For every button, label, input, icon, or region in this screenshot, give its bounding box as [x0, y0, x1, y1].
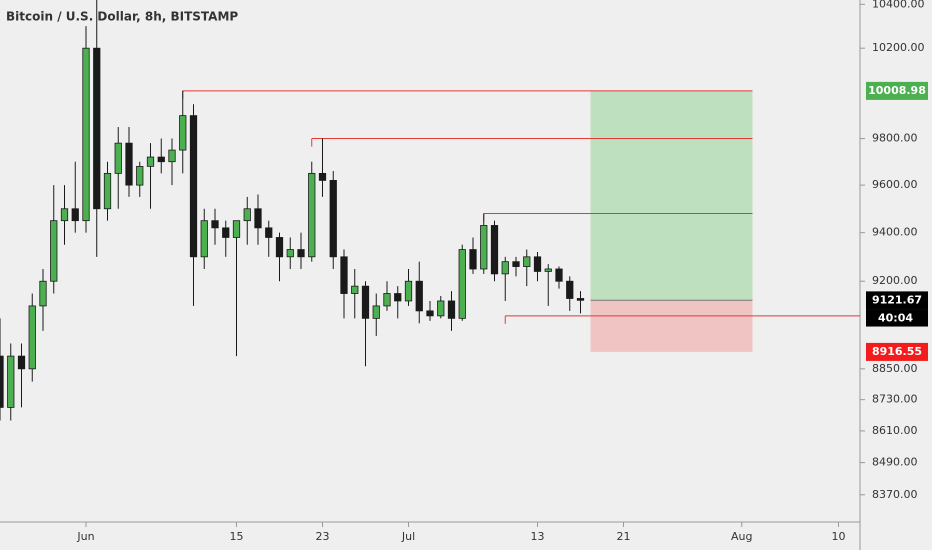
candle-body	[265, 227, 273, 238]
candle-body	[512, 261, 520, 267]
candle-body	[415, 280, 423, 312]
x-tick-label: 15	[230, 530, 244, 543]
candle-body	[566, 280, 574, 299]
candle-body	[0, 355, 4, 408]
y-tick-label: 9400.00	[872, 226, 918, 239]
candle-body	[157, 156, 165, 163]
target-zone	[590, 90, 753, 301]
candle-body	[372, 305, 380, 319]
y-tick-label: 8730.00	[872, 393, 918, 406]
candle-body	[243, 208, 251, 222]
candle-body	[480, 225, 488, 270]
candle-body	[222, 227, 230, 238]
x-tick-label: Jul	[401, 530, 415, 543]
candle-body	[308, 172, 316, 258]
candle-body	[361, 285, 370, 319]
candle-body	[50, 220, 58, 282]
stop-zone	[590, 300, 753, 352]
price-label: 10008.98	[868, 84, 926, 97]
price-label: 8916.55	[872, 345, 922, 358]
candle-body	[60, 208, 69, 222]
price-label-box	[866, 291, 928, 310]
candle-body	[146, 156, 155, 167]
candle-body	[125, 142, 133, 186]
countdown: 40:04	[878, 312, 913, 325]
candle-body	[523, 256, 531, 267]
candle-body	[39, 280, 47, 307]
candle-body	[383, 293, 391, 307]
price-label: 9121.67	[872, 294, 922, 307]
candle-body	[576, 298, 585, 301]
candle-body	[71, 208, 79, 222]
chart-title: Bitcoin / U.S. Dollar, 8h, BITSTAMP	[6, 10, 238, 24]
candle-body	[232, 220, 241, 238]
candle-body	[286, 249, 294, 258]
x-tick-label: Jun	[76, 530, 94, 543]
candle-body	[544, 268, 552, 272]
y-tick-label: 8490.00	[872, 456, 918, 469]
candle-body	[7, 355, 15, 408]
candle-body	[17, 355, 26, 370]
candle-body	[254, 208, 262, 229]
candle-body	[114, 142, 122, 174]
price-label-box	[866, 342, 928, 361]
y-tick-label: 10200.00	[872, 41, 925, 54]
candle-body	[394, 293, 402, 302]
candle-body	[426, 310, 434, 317]
candle-body	[82, 47, 90, 222]
x-tick-label: 23	[316, 530, 330, 543]
candle-body	[318, 172, 327, 181]
y-tick-label: 10400.00	[872, 0, 925, 10]
candle-body	[490, 225, 499, 275]
y-tick-label: 8850.00	[872, 362, 918, 375]
candle-body	[200, 220, 208, 258]
candle-body	[211, 220, 219, 229]
x-tick-label: 21	[617, 530, 631, 543]
candle-body	[136, 165, 144, 186]
candle-body	[103, 172, 112, 210]
y-tick-label: 8370.00	[872, 488, 918, 501]
candle-body	[351, 285, 359, 294]
candle-body	[458, 249, 466, 319]
countdown-box	[866, 309, 928, 327]
candle-body	[469, 249, 477, 270]
price-label-box	[866, 81, 928, 100]
y-tick-label: 9600.00	[872, 178, 918, 191]
candle-body	[329, 180, 337, 258]
x-tick-label: Aug	[731, 530, 752, 543]
candle-body	[447, 300, 456, 319]
y-tick-label: 8610.00	[872, 424, 918, 437]
candle-body	[28, 305, 36, 370]
candle-body	[404, 280, 413, 302]
candle-body	[501, 261, 509, 275]
candle-body	[275, 237, 284, 258]
candle-body	[533, 256, 542, 272]
x-tick-label: 13	[531, 530, 545, 543]
candle-body	[297, 249, 305, 258]
candle-body	[437, 300, 445, 317]
y-tick-label: 9200.00	[872, 274, 918, 287]
candle-body	[179, 115, 187, 151]
candle-body	[340, 256, 348, 294]
y-tick-label: 9800.00	[872, 132, 918, 145]
candle-body	[555, 268, 563, 282]
candle-body	[93, 47, 101, 210]
candle-body	[168, 149, 176, 163]
x-tick-label: 10	[832, 530, 846, 543]
candle-body	[189, 115, 198, 258]
